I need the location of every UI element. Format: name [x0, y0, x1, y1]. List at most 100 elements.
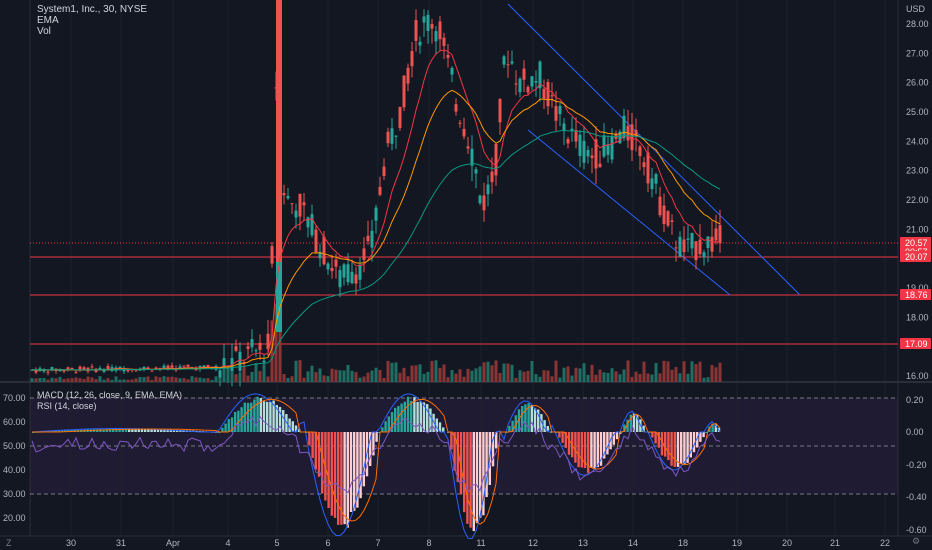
- macd-hist-bar: [121, 428, 124, 432]
- candle-body: [276, 262, 282, 332]
- volume-bar: [518, 370, 522, 382]
- candle-body: [510, 61, 514, 64]
- volume-bar: [526, 370, 530, 382]
- gear-icon[interactable]: ⚙: [912, 536, 921, 546]
- candle-body: [90, 366, 94, 368]
- volume-bar: [482, 362, 486, 382]
- candle-body: [682, 239, 686, 252]
- macd-hist-bar: [128, 428, 131, 432]
- candle-body: [650, 178, 654, 190]
- volume-bar: [70, 378, 74, 382]
- volume-bar: [686, 373, 690, 382]
- macd-hist-bar: [406, 396, 410, 432]
- candle-body: [318, 251, 322, 259]
- volume-bar: [90, 377, 94, 382]
- volume-bar: [334, 369, 338, 382]
- volume-bar: [386, 360, 390, 382]
- macd-hist-bar: [311, 432, 314, 458]
- candle-body: [466, 146, 470, 149]
- candle-body: [634, 130, 638, 137]
- volume-bar: [594, 374, 598, 382]
- macd-hist-bar: [240, 407, 243, 432]
- time-tick: 11: [476, 538, 485, 548]
- candle-body: [586, 149, 590, 157]
- candle-body: [366, 235, 370, 242]
- macd-hist-bar: [438, 422, 442, 432]
- candle-body: [450, 67, 454, 75]
- macd-hist-bar: [521, 405, 524, 432]
- candle-body: [398, 107, 402, 128]
- macd-tick: -0.20: [906, 460, 927, 470]
- candle-body: [486, 184, 490, 195]
- price-tick: 23.00: [906, 166, 929, 176]
- zoom-icon[interactable]: Z: [6, 538, 12, 548]
- volume-bar: [694, 364, 698, 382]
- macd-hist-bar: [390, 411, 394, 432]
- macd-hist-bar: [590, 432, 593, 468]
- macd-hist-bar: [533, 408, 537, 432]
- volume-bar: [554, 360, 558, 382]
- volume-bar: [714, 367, 718, 382]
- rsi-label[interactable]: RSI (14, close): [37, 401, 97, 411]
- time-tick: 5: [274, 538, 279, 548]
- volume-bar: [610, 368, 614, 382]
- candle-body: [306, 217, 310, 228]
- macd-hist-bar: [667, 432, 670, 461]
- volume-bar: [670, 369, 674, 382]
- macd-hist-bar: [469, 432, 472, 528]
- macd-hist-bar: [456, 432, 459, 482]
- volume-bar: [498, 372, 502, 382]
- volume-bar: [306, 371, 310, 382]
- volume-bar: [122, 379, 126, 382]
- volume-bar: [682, 361, 686, 382]
- volume-bar: [222, 368, 226, 382]
- macd-hist-bar: [714, 424, 717, 432]
- volume-bar: [254, 363, 258, 382]
- macd-hist-bar: [629, 414, 632, 432]
- candle-body: [718, 225, 722, 244]
- candle-body: [590, 155, 594, 159]
- candle-body: [374, 207, 378, 221]
- volume-bar: [62, 379, 66, 382]
- candle-body: [662, 205, 666, 225]
- volume-bar: [50, 377, 54, 382]
- candle-body: [598, 163, 602, 168]
- macd-hist-bar: [642, 425, 645, 432]
- macd-hist-bar: [105, 429, 108, 432]
- symbol-title[interactable]: System1, Inc., 30, NYSE: [37, 4, 148, 15]
- volume-bar: [466, 368, 470, 382]
- candle-body: [166, 365, 170, 369]
- volume-bar: [646, 373, 650, 382]
- macd-hist-bar: [115, 428, 118, 432]
- currency-label: USD: [906, 4, 926, 14]
- macd-hist-bar: [527, 403, 530, 432]
- candle-body: [594, 139, 598, 169]
- macd-label[interactable]: MACD (12, 26, close, 9, EMA, EMA): [37, 390, 183, 400]
- candle-body: [178, 366, 182, 369]
- macd-hist-bar: [221, 427, 224, 432]
- price-badge-text: 20.07: [905, 252, 928, 262]
- price-badge-text: 18.76: [905, 290, 928, 300]
- candle-body: [106, 366, 110, 370]
- macd-hist-bar: [432, 413, 435, 432]
- volume-bar: [234, 374, 238, 382]
- candle-body: [234, 346, 238, 351]
- macd-hist-bar: [475, 432, 479, 524]
- ema-label[interactable]: EMA: [37, 15, 59, 26]
- volume-bar: [238, 373, 242, 382]
- volume-bar: [82, 379, 86, 382]
- volume-bar: [342, 370, 346, 382]
- candle-body: [502, 56, 506, 65]
- vol-label[interactable]: Vol: [37, 26, 51, 37]
- candle-body: [62, 370, 66, 372]
- candle-body: [558, 105, 562, 115]
- macd-hist-bar: [330, 432, 333, 516]
- macd-hist-bar: [453, 432, 456, 471]
- rsi-line: [31, 415, 721, 494]
- price-badge-text: 17.09: [905, 339, 928, 349]
- time-tick: 31: [116, 538, 126, 548]
- volume-bar: [546, 370, 550, 382]
- volume-bar: [278, 307, 282, 382]
- candle-body: [474, 169, 478, 174]
